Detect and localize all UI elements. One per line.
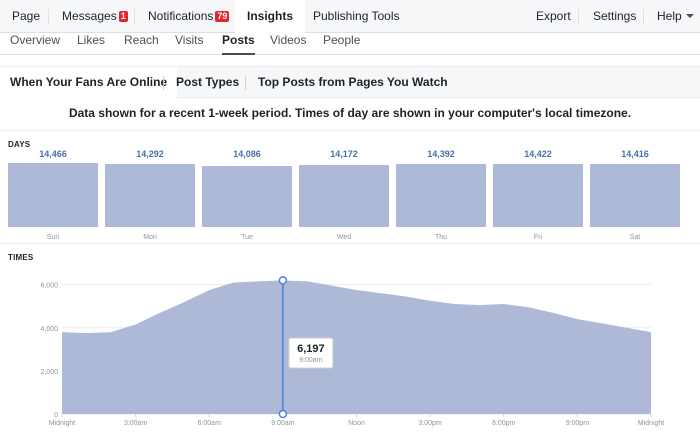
section-divider <box>0 130 700 131</box>
x-axis-ticks: Midnight 3:00am 6:00am 9:00am Noon 3:00pm 6:00… <box>49 414 665 427</box>
nav-help[interactable]: Help <box>657 0 694 33</box>
subnav-overview[interactable]: Overview <box>10 33 61 47</box>
x-tick-label: 9:00am <box>271 420 295 427</box>
day-bar[interactable] <box>105 164 195 227</box>
day-column: 14,422 Fri <box>493 149 583 241</box>
x-tick-label: 3:00am <box>124 420 148 427</box>
day-bar[interactable] <box>590 163 680 227</box>
days-section-title: DAYS <box>8 140 31 149</box>
y-tick-label: 6,000 <box>40 283 58 290</box>
nav-settings[interactable]: Settings <box>593 9 637 23</box>
day-label: Fri <box>533 234 543 241</box>
day-column: 14,466 Sun <box>8 149 98 241</box>
tab-when-fans-online[interactable]: When Your Fans Are Online <box>0 67 178 99</box>
nav-notifications-label: Notifications <box>148 9 214 23</box>
day-column: 14,392 Thu <box>396 149 486 241</box>
day-bar[interactable] <box>202 165 292 227</box>
x-tick-label: Noon <box>348 420 365 427</box>
y-tick-label: 0 <box>54 412 58 419</box>
nav-help-label: Help <box>657 9 682 23</box>
tab-top-posts[interactable]: Top Posts from Pages You Watch <box>258 75 448 89</box>
day-value: 14,086 <box>233 149 261 159</box>
tooltip-value: 6,197 <box>297 343 325 355</box>
x-tick-label: 6:00am <box>198 420 222 427</box>
x-tick-label: 9:00pm <box>566 420 590 427</box>
day-label: Wed <box>336 234 352 241</box>
nav-divider <box>643 9 644 24</box>
day-column: 14,172 Wed <box>299 149 389 241</box>
day-label: Thu <box>434 234 448 241</box>
times-section-title: TIMES <box>8 253 34 262</box>
hover-highlight: 6,197 9:00am <box>278 276 334 419</box>
tooltip-time: 9:00am <box>299 357 323 364</box>
subnav-likes[interactable]: Likes <box>77 33 106 47</box>
page-top-nav: Page Messages 1 Notifications 79 Insights … <box>0 0 700 34</box>
day-value: 14,466 <box>39 149 67 159</box>
day-column: 14,086 Tue <box>202 149 292 241</box>
subnav-visits[interactable]: Visits <box>175 33 204 47</box>
notifications-badge: 79 <box>215 11 230 22</box>
nav-divider <box>48 9 49 24</box>
nav-divider <box>578 9 579 24</box>
nav-insights[interactable]: Insights <box>235 0 306 34</box>
day-bar[interactable] <box>493 163 583 227</box>
tab-divider <box>245 76 246 90</box>
x-tick-label: Midnight <box>638 420 665 427</box>
section-divider <box>0 243 700 244</box>
highlight-point-bottom[interactable] <box>278 409 288 419</box>
day-value: 14,292 <box>136 149 164 159</box>
times-area-series[interactable] <box>62 280 651 414</box>
day-bar[interactable] <box>8 163 98 227</box>
highlight-point-top[interactable] <box>278 276 288 285</box>
nav-divider <box>134 9 135 24</box>
day-bar[interactable] <box>299 165 389 227</box>
x-tick-label: Midnight <box>49 420 76 427</box>
insights-sub-nav: Overview Likes Reach Visits Posts Videos… <box>0 33 700 55</box>
day-column: 14,292 Mon <box>105 149 195 241</box>
tooltip-box <box>288 337 334 369</box>
subnav-posts[interactable]: Posts <box>222 33 255 55</box>
day-value: 14,172 <box>330 149 358 159</box>
day-column: 14,416 Sat <box>590 149 680 241</box>
chevron-down-icon <box>685 14 694 18</box>
messages-badge: 1 <box>118 11 128 22</box>
tab-post-types[interactable]: Post Types <box>176 75 240 89</box>
nav-export[interactable]: Export <box>536 9 571 23</box>
nav-publishing-tools[interactable]: Publishing Tools <box>313 9 400 23</box>
day-label: Sat <box>629 234 641 241</box>
tab-divider <box>163 76 164 90</box>
y-tick-label: 4,000 <box>40 326 58 333</box>
y-axis-ticks: 0 2,000 4,000 6,000 <box>40 283 58 419</box>
tooltip: 6,197 9:00am <box>288 337 334 369</box>
day-label: Sun <box>46 234 60 241</box>
subnav-videos[interactable]: Videos <box>270 33 307 47</box>
day-label: Mon <box>143 234 157 241</box>
day-value: 14,422 <box>524 149 552 159</box>
times-area-chart: 0 2,000 4,000 6,000 Midnight 3:00am 6:00am 9:0… <box>40 276 665 427</box>
nav-messages[interactable]: Messages 1 <box>62 0 128 33</box>
day-label: Tue <box>241 234 253 241</box>
nav-messages-label: Messages <box>62 9 117 23</box>
timezone-note: Data shown for a recent 1-week period. T… <box>68 106 632 120</box>
day-value: 14,416 <box>621 149 649 159</box>
day-bar[interactable] <box>396 163 486 227</box>
x-tick-label: 6:00pm <box>492 420 516 427</box>
subnav-people[interactable]: People <box>323 33 361 47</box>
nav-notifications[interactable]: Notifications 79 <box>148 0 230 33</box>
nav-page[interactable]: Page <box>12 9 41 23</box>
posts-tab-bar: When Your Fans Are Online Post Types Top… <box>0 66 700 99</box>
x-tick-label: 3:00pm <box>418 420 442 427</box>
subnav-reach[interactable]: Reach <box>124 33 159 47</box>
day-value: 14,392 <box>427 149 455 159</box>
y-tick-label: 2,000 <box>40 369 58 376</box>
